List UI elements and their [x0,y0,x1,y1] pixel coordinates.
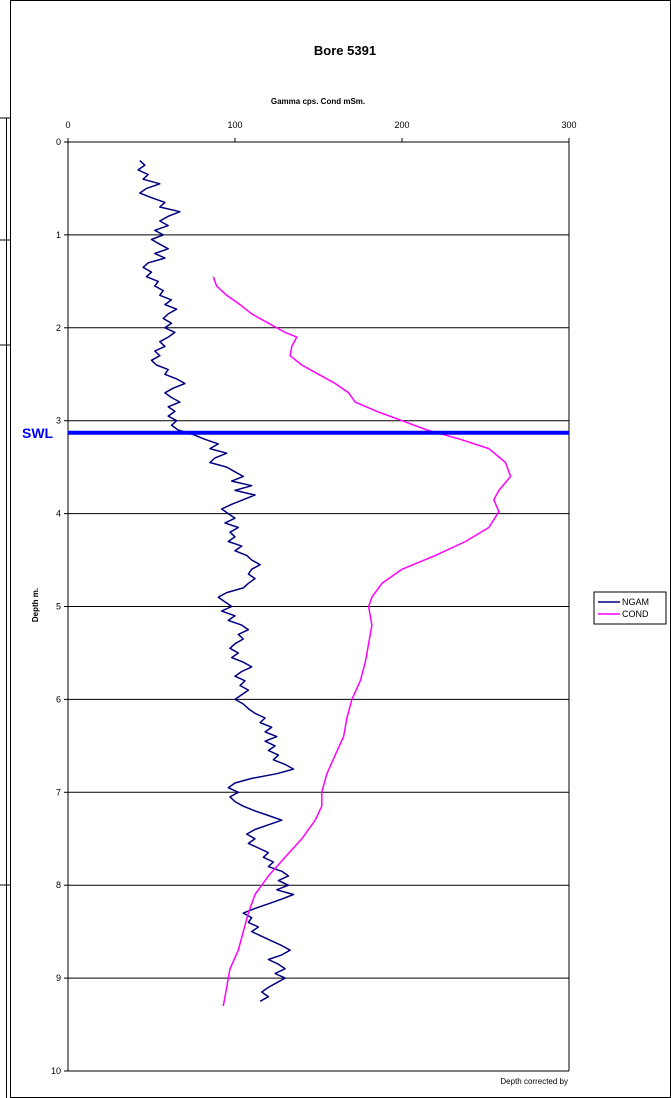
y-tick-label: 5 [56,602,61,612]
swl-annotation: SWL [22,425,569,441]
y-tick-label: 3 [56,416,61,426]
footnote: Depth corrected by [500,1077,568,1086]
y-tick-label: 7 [56,787,61,797]
y-tick-label: 4 [56,509,61,519]
legend: NGAM COND [593,591,667,625]
y-tick-label: 1 [56,230,61,240]
y-tick-label: 6 [56,694,61,704]
y-tick-label: 10 [51,1066,61,1076]
x-axis-title: Gamma cps. Cond mSm. [271,97,365,106]
y-tick-label: 2 [56,323,61,333]
x-tick-label: 200 [394,120,409,130]
y-axis-title: Depth m. [31,588,40,622]
x-tick-label: 0 [65,120,70,130]
y-tick-label: 8 [56,880,61,890]
legend-label-ngam: NGAM [622,597,649,607]
swl-label: SWL [22,425,54,441]
y-tick-label: 9 [56,973,61,983]
series-lines [137,160,512,1007]
grid-lines [68,234,569,1072]
chart-border [10,0,671,1098]
x-tick-label: 100 [227,120,242,130]
legend-box [593,591,667,625]
legend-label-cond: COND [622,609,649,619]
series-line-ngam [137,160,295,1002]
x-tick-label: 300 [561,120,576,130]
chart-title: Bore 5391 [314,43,376,58]
series-line-cond [212,276,512,1007]
y-tick-label: 0 [56,137,61,147]
